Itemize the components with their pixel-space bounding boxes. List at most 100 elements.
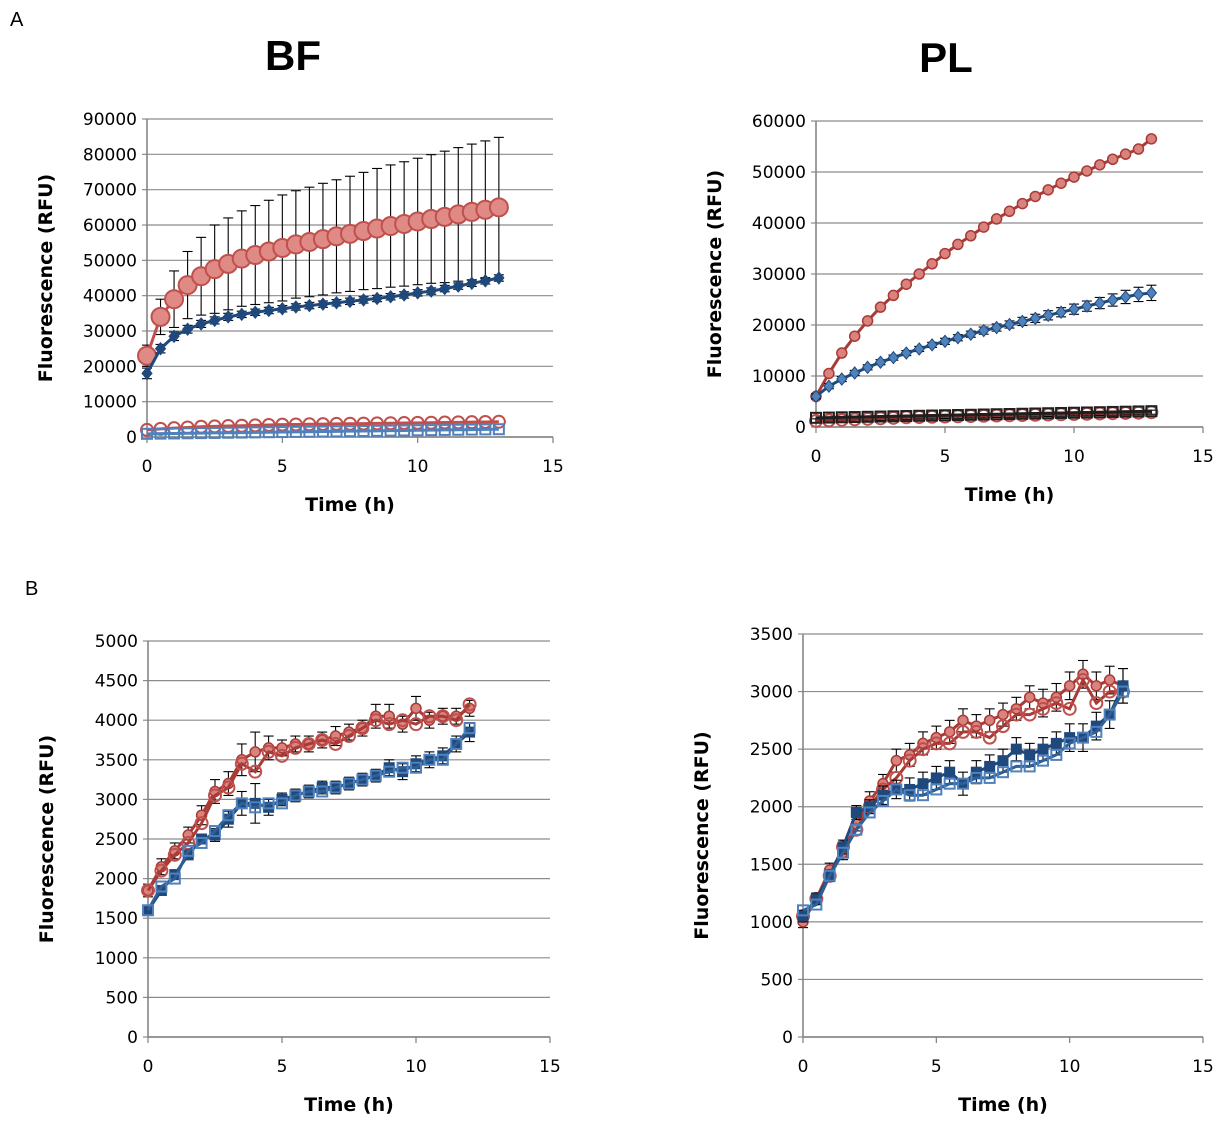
- data-point: [357, 293, 370, 307]
- data-point: [916, 742, 930, 757]
- x-tick-label: 10: [405, 1057, 427, 1077]
- data-point: [944, 766, 956, 778]
- data-point: [488, 197, 509, 218]
- data-point: [1029, 311, 1041, 326]
- data-point: [371, 291, 383, 306]
- data-point: [356, 773, 369, 786]
- data-point: [383, 765, 396, 778]
- data-point: [1090, 680, 1103, 692]
- data-point: [262, 426, 275, 439]
- data-point: [195, 317, 207, 331]
- data-point: [913, 268, 925, 280]
- data-point: [997, 708, 1009, 721]
- data-point: [823, 379, 835, 393]
- data-point: [290, 300, 302, 314]
- data-point: [342, 729, 356, 744]
- data-point: [1055, 406, 1068, 419]
- data-point: [154, 863, 169, 878]
- data-point: [1003, 205, 1016, 218]
- data-point: [249, 305, 261, 320]
- data-point: [249, 801, 262, 814]
- data-point: [439, 281, 451, 296]
- data-point: [410, 702, 422, 715]
- data-point: [1063, 737, 1076, 750]
- data-point: [1055, 305, 1067, 320]
- data-point: [930, 783, 943, 796]
- data-point: [1049, 696, 1064, 711]
- data-point: [939, 409, 951, 422]
- chart-bf-panel-b: 0 500 1000 1500 2000 2500 3000 3500 4000 4500 5000…: [36, 632, 561, 1116]
- y-tick-label: 40000: [83, 287, 137, 307]
- data-point: [1094, 159, 1106, 171]
- y-tick-label: 3000: [95, 790, 138, 810]
- data-point: [263, 303, 275, 318]
- data-point: [164, 289, 185, 310]
- data-point: [195, 427, 208, 440]
- data-point: [1003, 317, 1016, 332]
- data-point: [810, 898, 823, 911]
- y-tick-label: 30000: [752, 265, 806, 285]
- data-point: [182, 844, 195, 857]
- data-point: [261, 744, 276, 759]
- data-point: [850, 823, 863, 836]
- data-point: [1055, 177, 1067, 189]
- data-point: [222, 809, 235, 822]
- data-point: [221, 780, 236, 795]
- data-point: [1009, 707, 1024, 722]
- data-point: [141, 366, 153, 381]
- y-tick-label: 0: [127, 1028, 138, 1048]
- data-point: [344, 425, 356, 438]
- data-point: [1029, 190, 1042, 203]
- data-point: [395, 713, 410, 728]
- data-point: [248, 764, 263, 779]
- y-tick-label: 4500: [95, 672, 138, 692]
- data-point: [1089, 696, 1104, 711]
- data-point: [903, 789, 916, 802]
- chart-pl-panel-b: 0 500 1000 1500 2000 2500 3000 3500 0 5 10 15 Time (…: [691, 625, 1214, 1116]
- x-axis-title: Time (h): [304, 1094, 394, 1116]
- y-axis-title: Fluorescence (RFU): [704, 170, 726, 378]
- data-point: [479, 274, 491, 288]
- data-point: [222, 426, 235, 439]
- x-tick-label: 0: [143, 1057, 154, 1077]
- data-point: [930, 772, 942, 784]
- data-point: [181, 427, 194, 440]
- data-point: [835, 411, 848, 424]
- data-point: [861, 360, 874, 375]
- y-tick-label: 0: [126, 428, 137, 448]
- data-point: [1023, 691, 1036, 704]
- data-point: [1103, 674, 1116, 686]
- y-tick-label: 1000: [95, 949, 138, 969]
- data-point: [1023, 760, 1036, 773]
- data-point: [343, 777, 355, 790]
- data-point: [965, 327, 977, 341]
- data-point: [943, 777, 956, 790]
- data-point: [1042, 407, 1055, 420]
- data-point: [902, 753, 917, 768]
- y-axis-title: Fluorescence (RFU): [691, 731, 713, 939]
- data-point: [917, 789, 929, 802]
- y-tick-label: 1500: [95, 909, 138, 929]
- data-point: [209, 825, 221, 838]
- data-point: [398, 424, 411, 437]
- data-point: [1068, 171, 1080, 183]
- x-tick-label: 15: [1192, 447, 1214, 467]
- data-point: [462, 697, 477, 712]
- y-tick-label: 3000: [750, 683, 793, 703]
- data-point: [330, 295, 343, 310]
- data-point: [369, 769, 382, 782]
- data-point: [982, 730, 997, 745]
- y-tick-label: 5000: [95, 632, 138, 652]
- chart-pl-panel-a: PL 0 10000 20000 30000 40000 50000 60000 0 5 10 15 T…: [704, 34, 1214, 506]
- data-point: [837, 846, 849, 859]
- data-point: [142, 904, 154, 917]
- data-point: [194, 816, 209, 831]
- data-point: [436, 753, 449, 766]
- panel-label-b: B: [25, 578, 38, 600]
- data-point: [479, 423, 492, 436]
- data-point: [1016, 314, 1029, 329]
- data-point: [1132, 143, 1145, 155]
- data-point: [983, 771, 996, 784]
- data-point: [1119, 290, 1132, 304]
- data-point: [978, 323, 990, 338]
